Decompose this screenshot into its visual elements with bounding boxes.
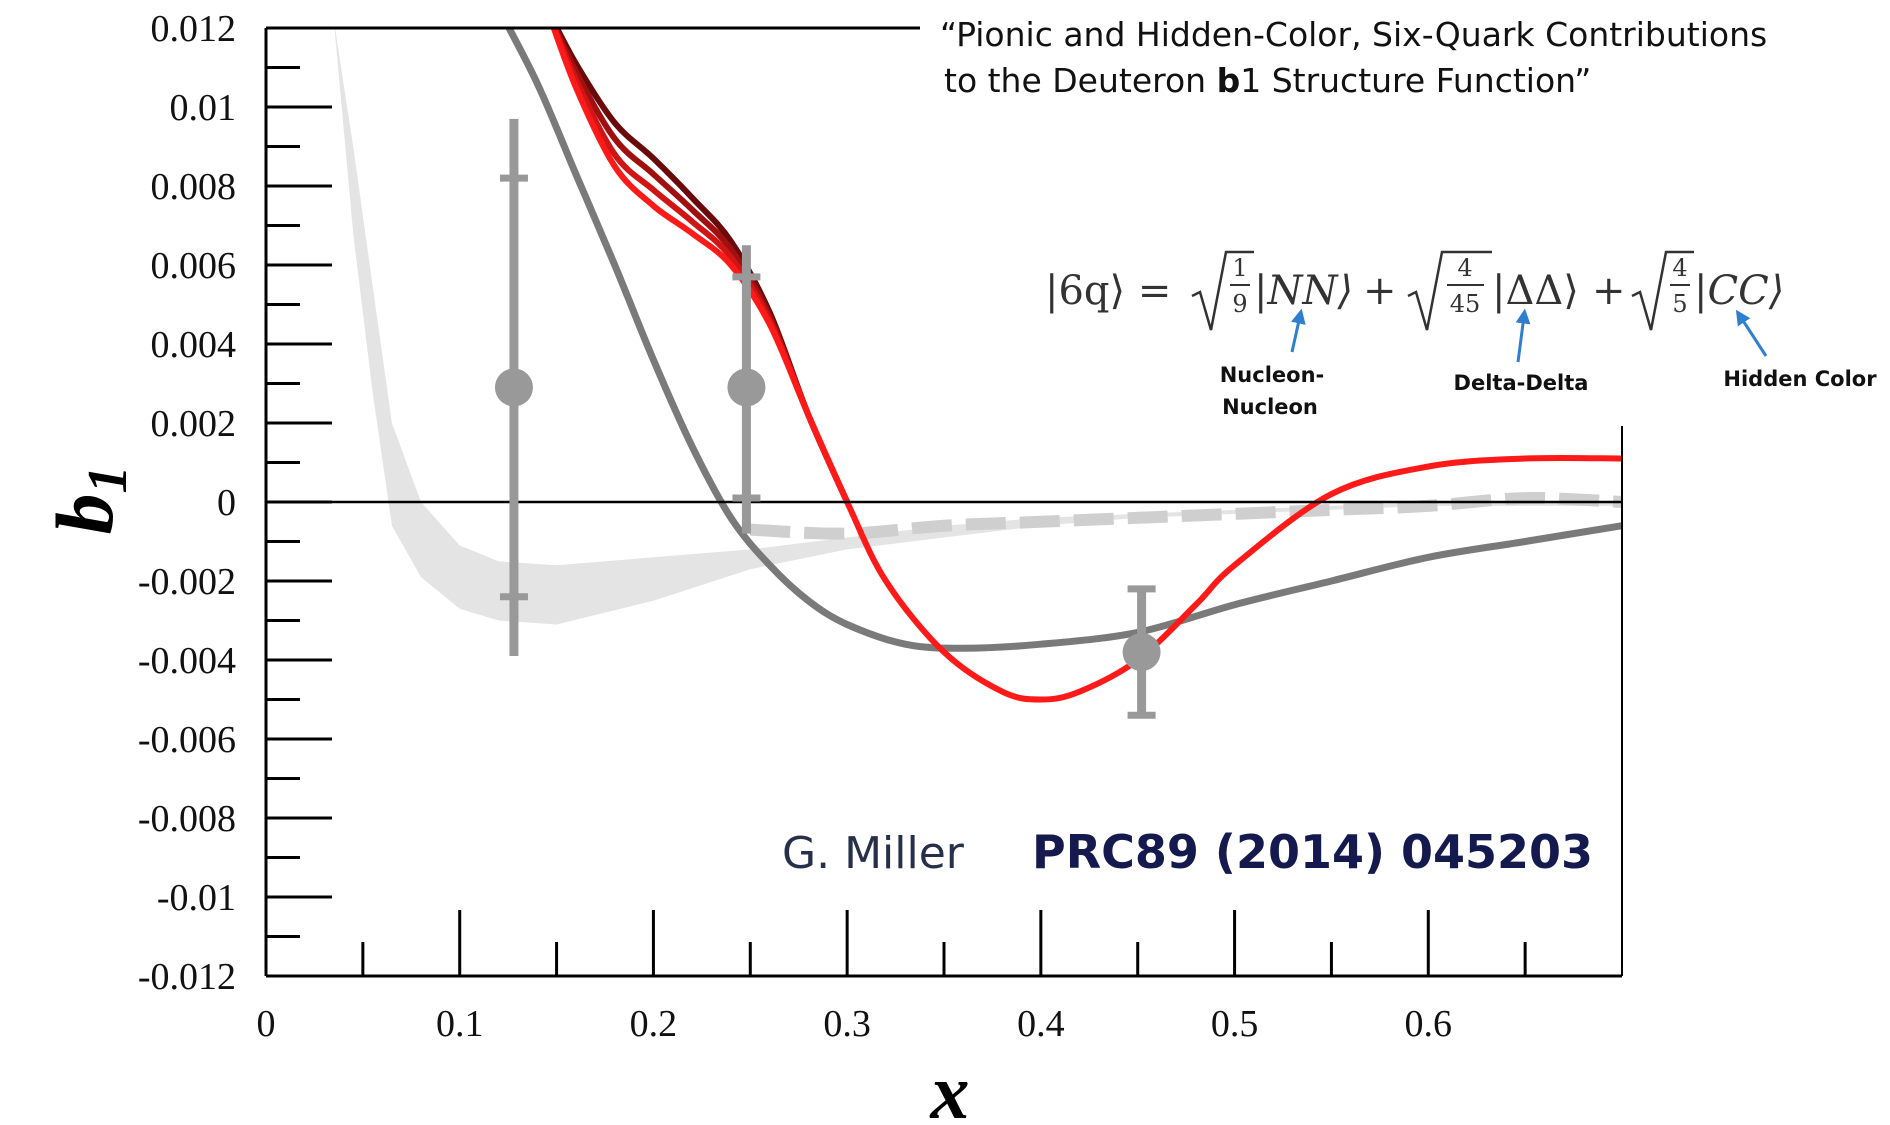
- y-ticks: 0.012 0.01 0.008 0.006 0.004 0.002 0 -0.002 -0.0…: [138, 8, 332, 998]
- series-curve-2: [552, 28, 851, 505]
- y-tick-label: -0.012: [138, 956, 236, 998]
- point-marker: [727, 368, 766, 407]
- cc-coef-num: 4: [1672, 254, 1687, 282]
- dd-label: Delta-Delta: [1454, 371, 1589, 395]
- y-tick-label: 0.006: [151, 245, 237, 287]
- y-tick-label: 0: [217, 482, 236, 524]
- series-curves: [504, 28, 1622, 703]
- cc-label: Hidden Color: [1723, 367, 1877, 391]
- y-tick-label: 0.01: [170, 87, 237, 129]
- point-marker: [494, 368, 533, 407]
- nn-ket: |NN⟩: [1254, 268, 1353, 314]
- x-tick-label: 0.4: [1017, 1003, 1065, 1045]
- series-curve-4: [504, 28, 1622, 652]
- series-curve-0: [550, 28, 1622, 703]
- data-points: [494, 118, 1161, 719]
- formula-state: |6q⟩ =: [1045, 268, 1171, 314]
- y-tick-label: -0.002: [138, 561, 236, 603]
- title-line2-pre: to the Deuteron: [944, 61, 1217, 100]
- y-tick-label: -0.008: [138, 798, 236, 840]
- sqrt-sign-dd: [1407, 250, 1492, 331]
- point-marker: [1122, 633, 1161, 672]
- theory-band: [334, 28, 1622, 625]
- series-curve-3: [553, 28, 851, 505]
- dd-ket: |ΔΔ⟩: [1492, 268, 1579, 314]
- chart-title-line1: “Pionic and Hidden-Color, Six-Quark Cont…: [940, 15, 1767, 54]
- dashed-curve: [750, 492, 1622, 540]
- data-point-1: [727, 245, 766, 534]
- citation-label: PRC89 (2014) 045203: [1032, 825, 1593, 879]
- dd-coef-den: 45: [1450, 290, 1481, 318]
- x-tick-label: 0.6: [1405, 1003, 1453, 1045]
- x-tick-label: 0.5: [1211, 1003, 1259, 1045]
- nn-label-line2: Nucleon: [1222, 395, 1318, 419]
- x-tick-label: 0.2: [630, 1003, 678, 1045]
- nn-arrow: [1290, 308, 1306, 353]
- y-axis-title-main: b: [39, 494, 130, 535]
- y-axis-title-sub: 1: [77, 466, 139, 494]
- y-tick-label: 0.012: [151, 8, 237, 50]
- title-line2-post: 1 Structure Function”: [1240, 61, 1591, 100]
- author-label: G. Miller: [782, 828, 965, 879]
- chart-title-line2: to the Deuteron b1 Structure Function”: [944, 61, 1591, 100]
- x-axis-title: x: [930, 1048, 970, 1125]
- data-point-0: [494, 118, 533, 657]
- dd-coef-num: 4: [1457, 254, 1472, 282]
- y-tick-label: 0.004: [151, 324, 237, 366]
- title-line2-bold: b: [1217, 61, 1241, 100]
- six-quark-formula: |6q⟩ = 1 9 |NN⟩ + 4 45 |ΔΔ⟩ + 4 5 |CC⟩ N…: [1030, 228, 1890, 419]
- cc-coef-den: 5: [1672, 290, 1687, 318]
- nn-label-line1: Nucleon-: [1220, 363, 1325, 387]
- y-axis-title: b1: [39, 466, 139, 535]
- series-curve-1: [551, 28, 851, 505]
- y-tick-label: -0.006: [138, 719, 236, 761]
- sqrt-sign-cc: [1631, 250, 1694, 331]
- x-tick-label: 0: [257, 1003, 276, 1045]
- nn-coef-num: 1: [1232, 254, 1247, 282]
- y-tick-label: 0.008: [151, 166, 237, 208]
- x-tick-label: 0.3: [823, 1003, 871, 1045]
- svg-text:b1: b1: [39, 466, 139, 535]
- data-point-2: [1122, 585, 1161, 719]
- cc-ket: |CC⟩: [1694, 268, 1784, 314]
- x-ticks: 0 0.1 0.2 0.3 0.4 0.5 0.6: [257, 910, 1527, 1045]
- cc-arrow: [1735, 309, 1768, 357]
- y-tick-label: -0.004: [138, 640, 236, 682]
- plus-1: +: [1363, 268, 1397, 314]
- plus-2: +: [1592, 268, 1626, 314]
- dd-arrow: [1515, 308, 1531, 363]
- y-tick-label: 0.002: [151, 403, 237, 445]
- x-tick-label: 0.1: [436, 1003, 484, 1045]
- title-backdrop: [930, 8, 1888, 108]
- y-tick-label: -0.01: [157, 877, 236, 919]
- sqrt-sign-nn: [1191, 250, 1254, 331]
- nn-coef-den: 9: [1232, 290, 1247, 318]
